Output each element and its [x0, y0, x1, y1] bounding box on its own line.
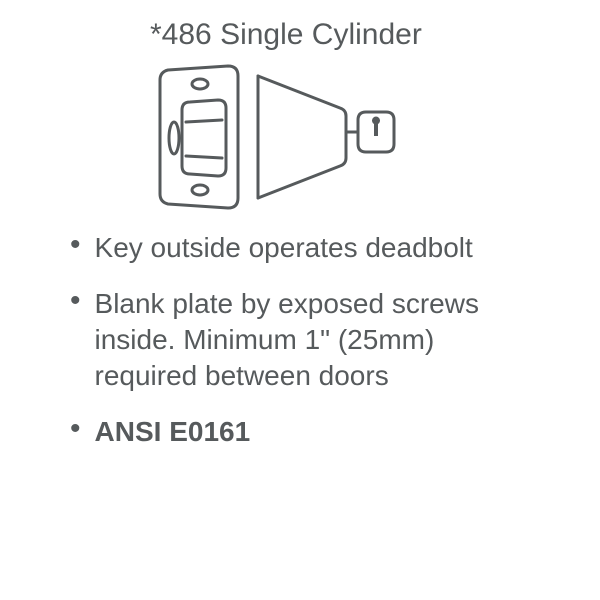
feature-text: Blank plate by exposed screws inside. Mi… [95, 286, 525, 394]
strike-plate-icon [160, 66, 238, 208]
deadbolt-diagram [130, 60, 430, 220]
cylinder-housing-icon [258, 76, 346, 198]
bullet-icon: • [70, 228, 81, 262]
bullet-icon: • [70, 412, 81, 446]
feature-text: Key outside operates deadbolt [95, 230, 473, 266]
feature-text: ANSI E0161 [95, 414, 251, 450]
bullet-icon: • [70, 284, 81, 318]
feature-list: • Key outside operates deadbolt • Blank … [70, 230, 570, 470]
list-item: • Key outside operates deadbolt [70, 230, 570, 266]
key-icon [346, 112, 394, 152]
list-item: • ANSI E0161 [70, 414, 570, 450]
product-spec-card: *486 Single Cylinder [0, 0, 600, 600]
product-title: *486 Single Cylinder [150, 18, 422, 52]
list-item: • Blank plate by exposed screws inside. … [70, 286, 570, 394]
